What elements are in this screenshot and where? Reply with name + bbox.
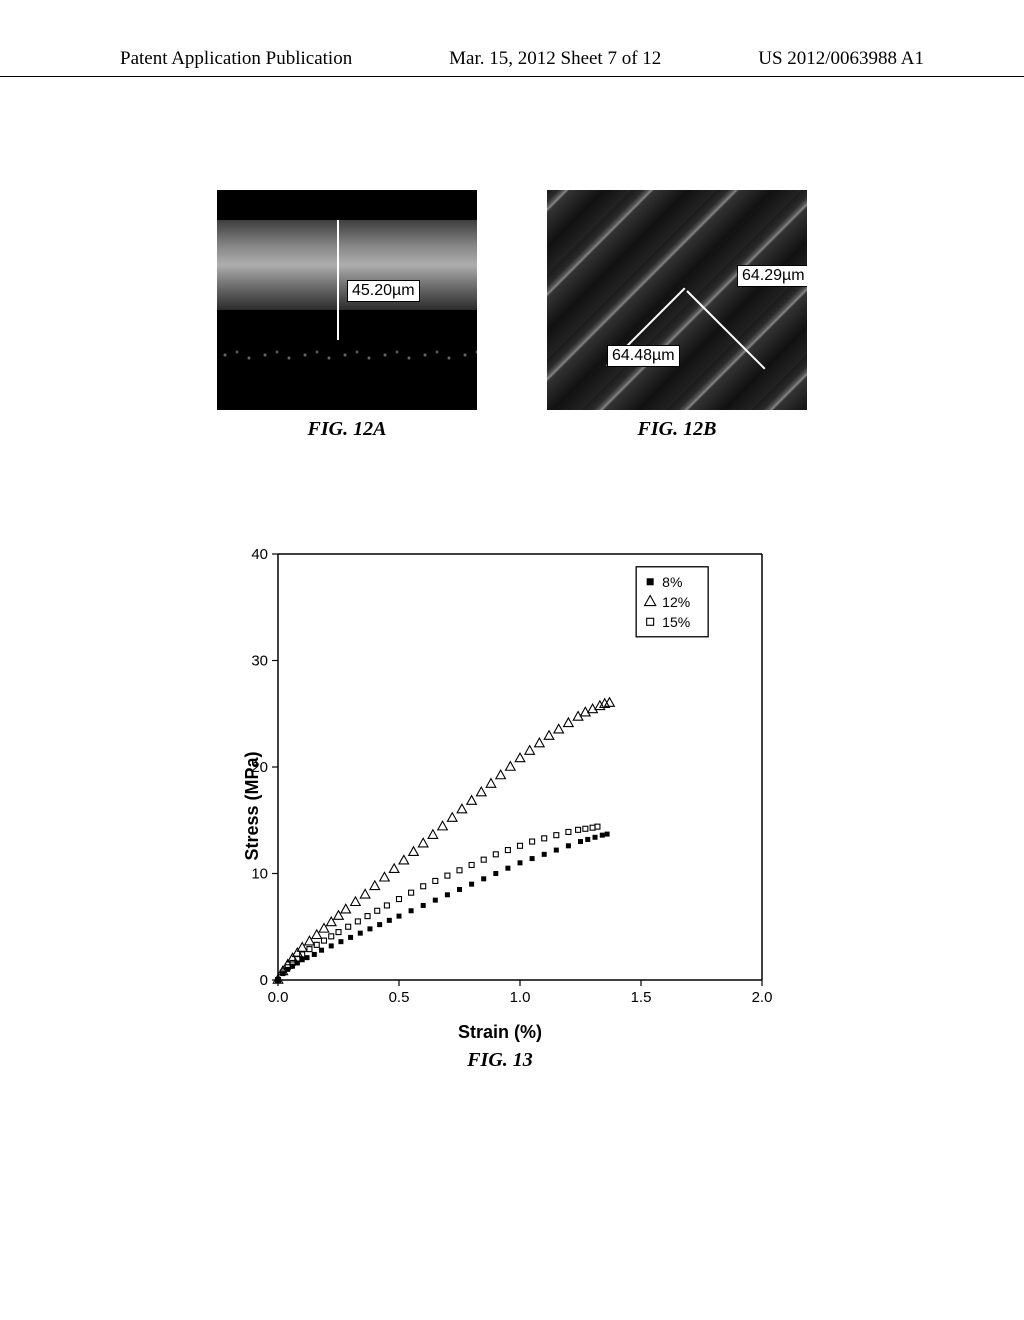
svg-text:15%: 15% (662, 614, 690, 630)
y-axis-label: Stress (MPa) (242, 751, 263, 860)
svg-text:1.0: 1.0 (510, 989, 531, 1006)
fig-12a-caption: FIG. 12A (308, 418, 387, 441)
fig-12b-block: 64.48µm 64.29µm FIG. 12B (547, 190, 807, 441)
measurement-label: 45.20µm (347, 280, 420, 302)
svg-text:2.0: 2.0 (752, 989, 773, 1006)
measurement-label: 64.29µm (737, 265, 807, 287)
x-axis-label: Strain (%) (220, 1022, 780, 1043)
header-left: Patent Application Publication (120, 48, 352, 70)
svg-text:30: 30 (251, 653, 268, 670)
measurement-line (337, 220, 339, 340)
svg-text:10: 10 (251, 866, 268, 883)
svg-text:40: 40 (251, 546, 268, 563)
fig-12b-caption: FIG. 12B (638, 418, 717, 441)
svg-text:8%: 8% (662, 574, 682, 590)
sem-texture (217, 340, 477, 370)
fig-12a-image: 45.20µm (217, 190, 477, 410)
measurement-label: 64.48µm (607, 345, 680, 367)
stress-strain-chart: 0102030400.00.51.01.52.08%12%15% (220, 540, 780, 1020)
header-right: US 2012/0063988 A1 (758, 48, 924, 70)
svg-text:0.0: 0.0 (268, 989, 289, 1006)
header-center: Mar. 15, 2012 Sheet 7 of 12 (449, 48, 661, 70)
fig-12a-block: 45.20µm FIG. 12A (217, 190, 477, 441)
page-header: Patent Application Publication Mar. 15, … (0, 48, 1024, 77)
svg-text:0: 0 (260, 972, 268, 989)
svg-text:0.5: 0.5 (389, 989, 410, 1006)
sem-row: 45.20µm FIG. 12A 64.48µm 64.29µm FIG. 12… (0, 190, 1024, 441)
svg-text:12%: 12% (662, 594, 690, 610)
fig-12b-image: 64.48µm 64.29µm (547, 190, 807, 410)
sem-texture (547, 190, 807, 410)
svg-text:1.5: 1.5 (631, 989, 652, 1006)
fig-13-caption: FIG. 13 (220, 1049, 780, 1072)
fig-13-chart: Stress (MPa) 0102030400.00.51.01.52.08%1… (220, 540, 780, 1072)
